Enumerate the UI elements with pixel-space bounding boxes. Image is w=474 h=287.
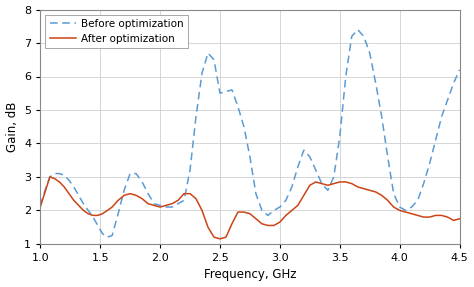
After optimization: [115, 199, 121, 202]
Before optimization: [457, 68, 463, 71]
Y-axis label: Gain, dB: Gain, dB: [6, 102, 18, 152]
After optimization: [121, 194, 127, 197]
After optimization: [47, 175, 53, 179]
Before optimization: [427, 162, 432, 165]
Before optimization: [115, 212, 121, 216]
Before optimization: [169, 205, 175, 209]
After optimization: [37, 205, 43, 209]
X-axis label: Frequency, GHz: Frequency, GHz: [204, 268, 296, 282]
After optimization: [277, 220, 283, 224]
After optimization: [427, 215, 432, 219]
After optimization: [169, 202, 175, 205]
After optimization: [271, 224, 277, 227]
Line: After optimization: After optimization: [40, 177, 460, 239]
Legend: Before optimization, After optimization: Before optimization, After optimization: [46, 15, 188, 48]
Line: Before optimization: Before optimization: [40, 30, 460, 237]
Before optimization: [37, 204, 43, 207]
Before optimization: [104, 235, 110, 239]
Before optimization: [355, 28, 361, 31]
After optimization: [457, 217, 463, 220]
After optimization: [217, 237, 223, 241]
Before optimization: [121, 189, 127, 192]
Before optimization: [271, 209, 277, 212]
Before optimization: [265, 214, 271, 217]
